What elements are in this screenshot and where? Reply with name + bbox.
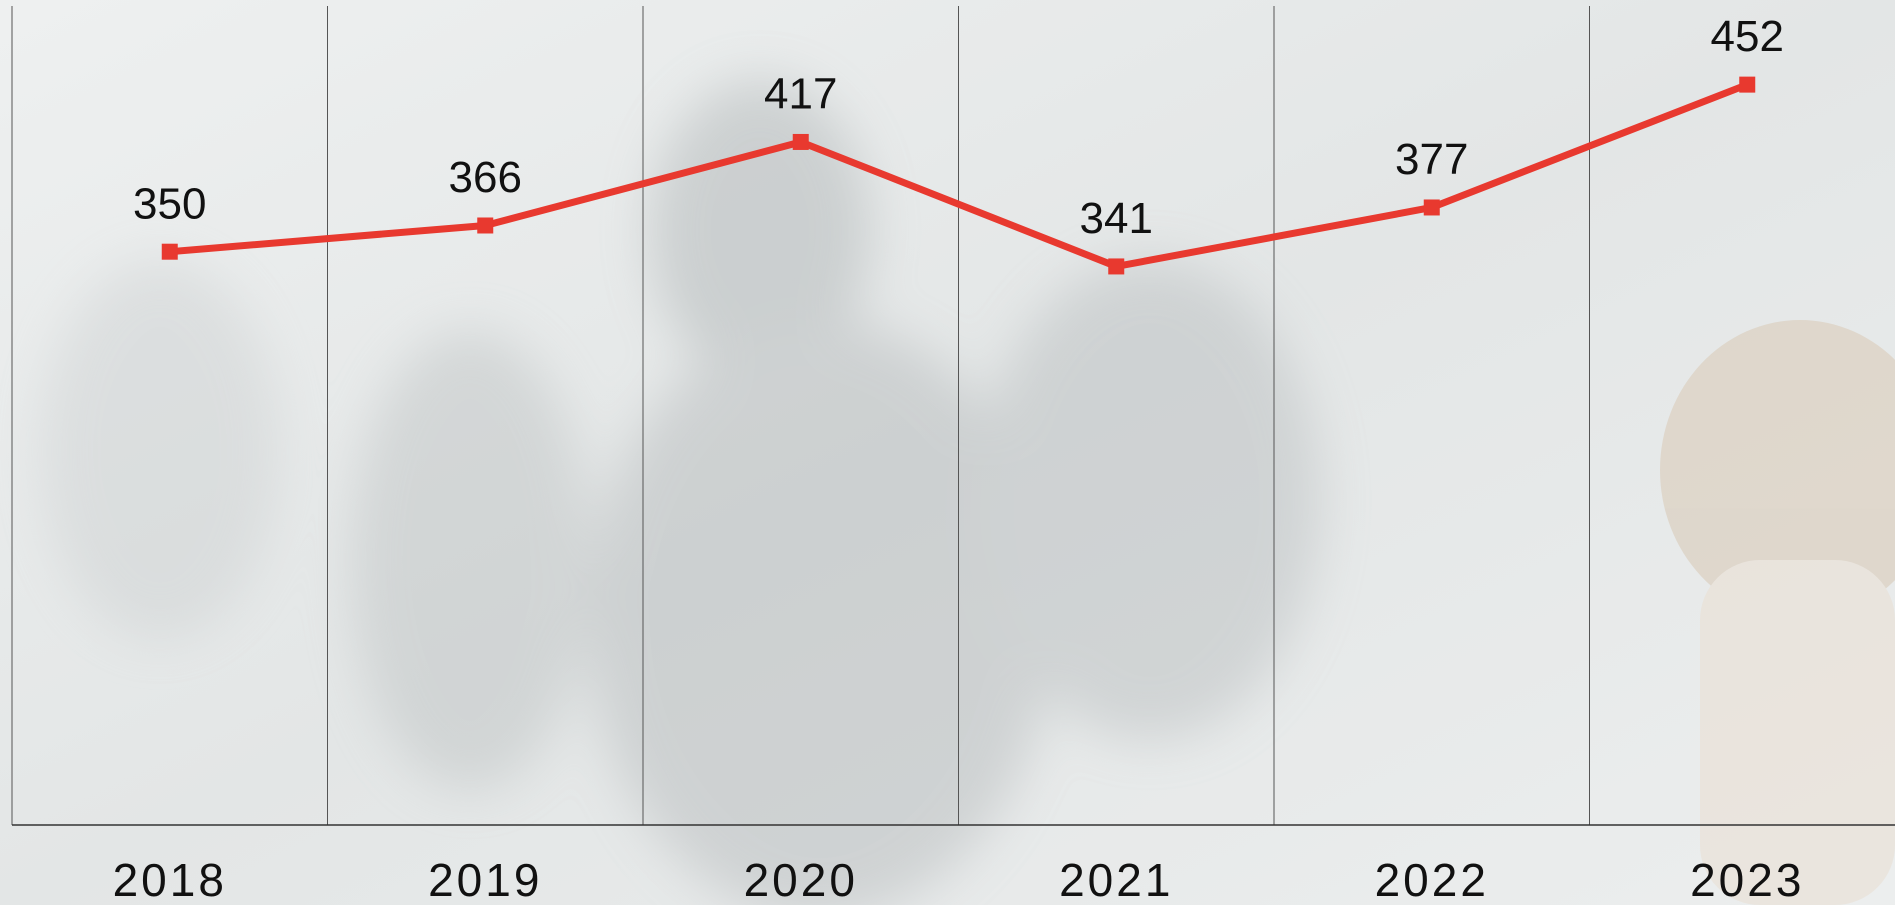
x-tick-label: 2019 <box>428 854 542 905</box>
data-label: 366 <box>449 153 522 202</box>
marker <box>477 217 494 234</box>
x-tick-label: 2021 <box>1059 854 1173 905</box>
data-label: 417 <box>764 70 837 119</box>
data-label: 377 <box>1395 135 1468 184</box>
marker <box>161 243 178 260</box>
x-tick-label: 2023 <box>1690 854 1804 905</box>
data-label: 341 <box>1080 194 1153 243</box>
data-label: 452 <box>1711 12 1784 61</box>
marker <box>792 133 809 150</box>
data-label: 350 <box>133 179 206 228</box>
x-tick-label: 2018 <box>113 854 227 905</box>
x-tick-label: 2020 <box>744 854 858 905</box>
marker <box>1108 258 1125 275</box>
x-tick-label: 2022 <box>1375 854 1489 905</box>
marker <box>1423 199 1440 216</box>
marker <box>1739 76 1756 93</box>
background-figure <box>1660 320 1895 905</box>
line <box>169 81 1749 270</box>
background-shadow <box>40 80 1320 905</box>
